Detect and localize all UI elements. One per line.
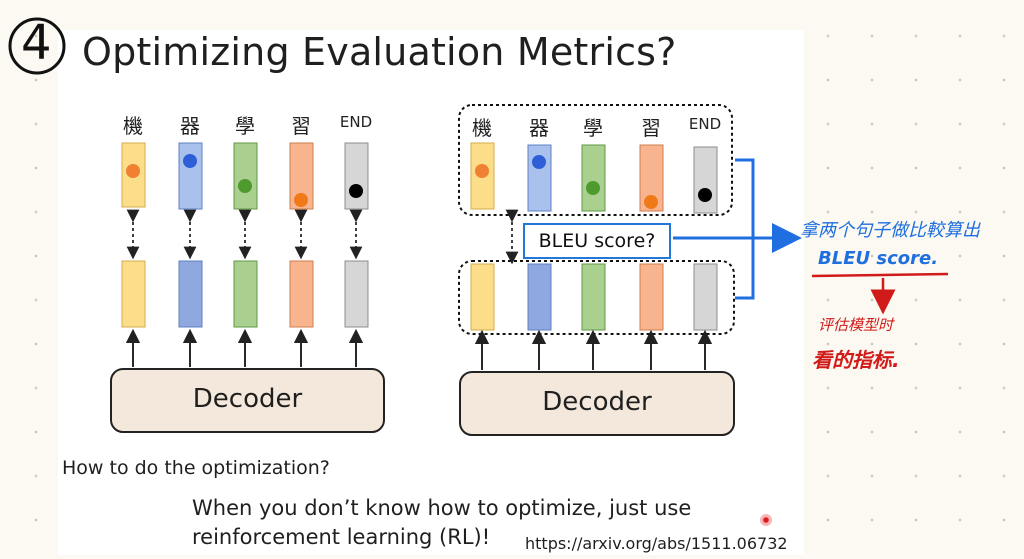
right-token-2: 器 [529, 116, 549, 140]
right-token-4: 習 [641, 116, 661, 140]
right-decoder-label: Decoder [542, 387, 652, 417]
number-mark: 4 [21, 15, 52, 71]
vector-dot [183, 154, 197, 168]
output-vector-green [233, 142, 258, 210]
blue-note-line-1: 拿两个句子做比較算出 [800, 220, 980, 241]
left-decoder-box [110, 368, 385, 433]
vector-dot [349, 184, 363, 198]
left-token-1: 機 [123, 114, 143, 138]
right-token-1: 機 [472, 116, 492, 140]
optimization-question: How to do the optimization? [62, 457, 330, 479]
answer-line-2: reinforcement learning (RL)! [192, 525, 491, 549]
output-vector-gray [344, 142, 369, 210]
right-output-vectors [470, 142, 718, 214]
answer-line-1: When you don’t know how to optimize, jus… [192, 496, 692, 520]
left-token-end: END [339, 113, 373, 131]
left-token-4: 習 [291, 114, 311, 138]
blue-annotation-bracket [673, 158, 802, 300]
right-output-dashed-group [458, 104, 733, 216]
red-note-line-1: 评估模型时 [818, 316, 894, 334]
right-token-end: END [688, 115, 722, 133]
left-decoder-vectors [121, 260, 369, 328]
slide-title: Optimizing Evaluation Metrics? [82, 30, 677, 74]
red-annotation-arrow [811, 272, 949, 315]
left-output-vectors [121, 142, 369, 210]
output-vector-orange [289, 142, 314, 210]
right-up-arrows [474, 329, 713, 370]
blue-note-line-2: BLEU score. [818, 248, 939, 269]
right-token-3: 學 [583, 116, 603, 140]
left-up-arrows [125, 328, 364, 367]
vector-dot [294, 193, 308, 207]
circle-number-mark [8, 17, 66, 75]
output-vector-blue [178, 142, 203, 210]
bleu-score-box: BLEU score? [523, 223, 671, 259]
left-token-3: 學 [235, 114, 255, 138]
red-note-line-2: 看的指标. [812, 348, 900, 372]
right-decoder-vectors [470, 263, 718, 331]
reference-url[interactable]: https://arxiv.org/abs/1511.06732 [525, 534, 788, 553]
left-decoder-label: Decoder [192, 384, 303, 414]
left-dashed-links [126, 209, 363, 260]
vector-dot [126, 164, 140, 178]
right-decoder-box [459, 371, 735, 436]
left-token-2: 器 [180, 114, 200, 138]
vector-dot [238, 179, 252, 193]
